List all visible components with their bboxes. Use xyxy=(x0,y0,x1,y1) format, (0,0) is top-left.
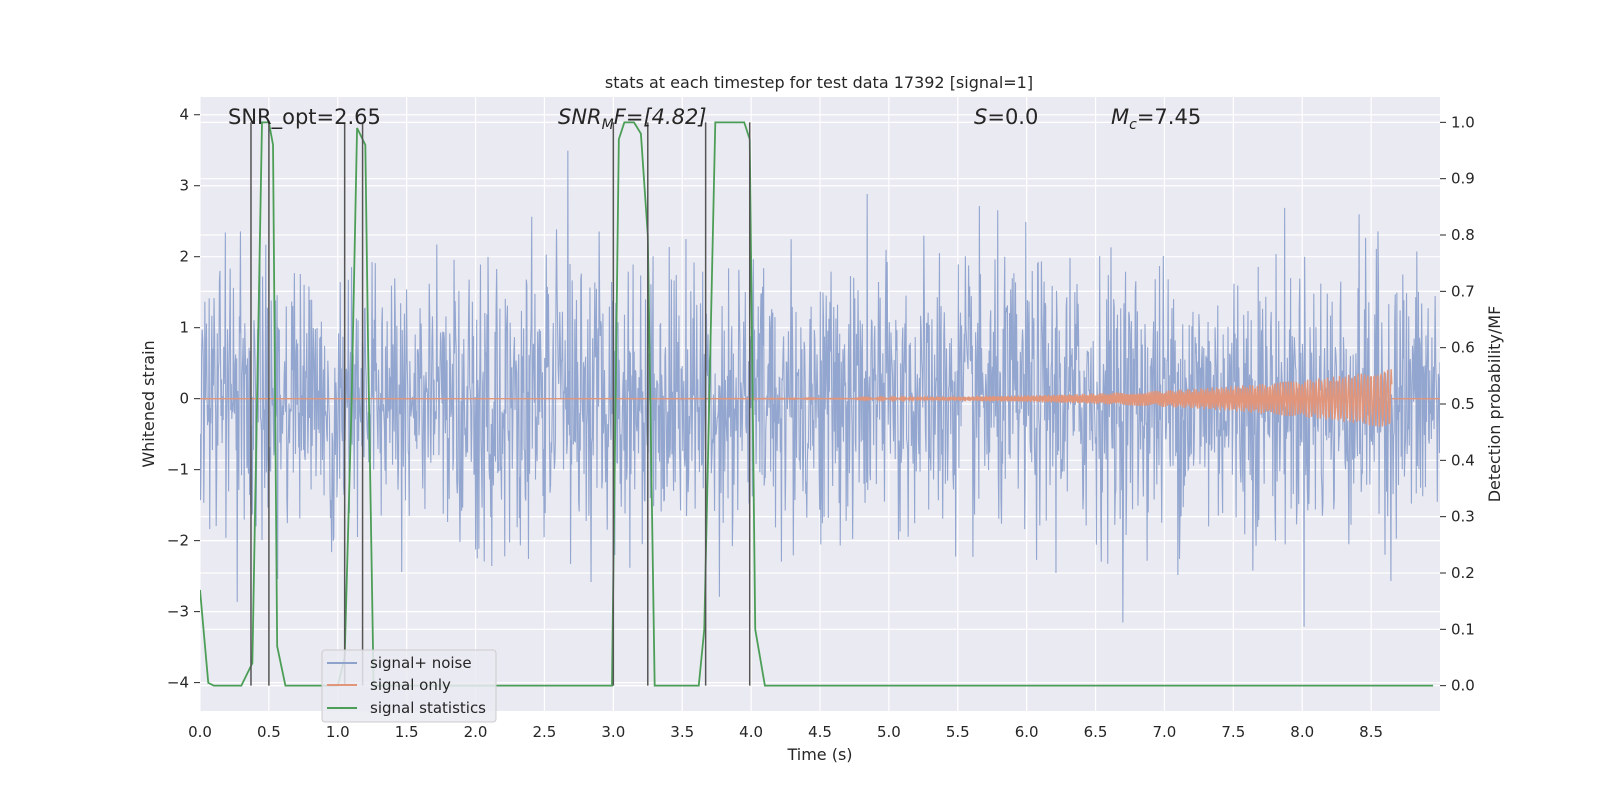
annotation-snr-mf: SNRMF=[4.82] xyxy=(558,105,707,133)
y-left-tick-label: 1 xyxy=(179,319,189,337)
annotation-snr-mf-base: SNR xyxy=(558,105,602,129)
annotation-snr-opt: SNR_opt=2.65 xyxy=(228,105,381,130)
signal-only-line xyxy=(200,369,1393,427)
legend-label-noise: signal+ noise xyxy=(370,654,472,672)
legend-label-signal-only: signal only xyxy=(370,676,451,694)
y-axis-right-label: Detection probability/MF xyxy=(1485,306,1504,503)
x-tick-label: 4.5 xyxy=(808,723,832,741)
y-right-tick-label: 0.7 xyxy=(1451,282,1475,300)
annotation-mc-base: M xyxy=(1111,105,1129,129)
signal-noise-line xyxy=(200,150,1440,627)
y-right-tick-label: 0.0 xyxy=(1451,677,1475,695)
annotation-s-italic: S xyxy=(974,105,987,129)
y-right-tick-label: 0.6 xyxy=(1451,339,1475,357)
y-left-tick-label: 3 xyxy=(179,177,189,195)
y-axis-right-ticks: 1.0 0.9 0.8 0.7 0.6 0.5 0.4 0.3 0.2 0.1 0.0 xyxy=(1440,113,1475,695)
annotation-s: S=0.0 xyxy=(974,105,1038,129)
y-axis-left-label: Whitened strain xyxy=(139,340,158,467)
y-left-tick-label: −1 xyxy=(167,461,189,479)
x-tick-label: 2.5 xyxy=(533,723,557,741)
y-axis-left-ticks: 4 3 2 1 0 −1 −2 −3 −4 xyxy=(167,106,200,692)
x-tick-label: 5.5 xyxy=(946,723,970,741)
annotation-snr-mf-rest: F=[4.82] xyxy=(614,105,707,129)
annotation-mc-sub: c xyxy=(1129,117,1137,133)
chart-title: stats at each timestep for test data 173… xyxy=(605,73,1033,92)
y-right-tick-label: 0.2 xyxy=(1451,564,1475,582)
annotation-mc-rest: =7.45 xyxy=(1137,105,1201,129)
vertical-markers xyxy=(250,122,751,686)
x-tick-label: 1.0 xyxy=(326,723,350,741)
y-right-tick-label: 0.3 xyxy=(1451,508,1475,526)
y-right-tick-label: 1.0 xyxy=(1451,113,1475,131)
annotation-s-value: =0.0 xyxy=(987,105,1038,129)
x-tick-label: 1.5 xyxy=(395,723,419,741)
x-tick-label: 0.0 xyxy=(188,723,212,741)
signal-only-series xyxy=(200,369,1440,427)
x-tick-label: 3.0 xyxy=(601,723,625,741)
x-tick-label: 8.0 xyxy=(1290,723,1314,741)
x-axis-label: Time (s) xyxy=(786,745,852,764)
y-right-tick-label: 0.8 xyxy=(1451,226,1475,244)
x-tick-label: 2.0 xyxy=(464,723,488,741)
x-axis-ticks: 0.0 0.5 1.0 1.5 2.0 2.5 3.0 3.5 4.0 4.5 5.0 5.5 6.0 6… xyxy=(188,723,1383,741)
x-tick-label: 7.5 xyxy=(1221,723,1245,741)
x-tick-label: 4.0 xyxy=(739,723,763,741)
y-right-tick-label: 0.4 xyxy=(1451,451,1475,469)
legend-box xyxy=(321,649,497,723)
x-tick-label: 5.0 xyxy=(877,723,901,741)
annotation-snr-mf-sub: M xyxy=(602,117,614,133)
y-left-tick-label: 2 xyxy=(179,248,189,266)
y-right-tick-label: 0.1 xyxy=(1451,620,1475,638)
x-tick-label: 6.0 xyxy=(1015,723,1039,741)
x-tick-label: 0.5 xyxy=(257,723,281,741)
y-left-tick-label: 4 xyxy=(179,106,189,124)
legend-label-statistics: signal statistics xyxy=(370,699,486,717)
x-tick-label: 6.5 xyxy=(1084,723,1108,741)
signal-noise-series xyxy=(200,150,1440,627)
y-right-tick-label: 0.5 xyxy=(1451,395,1475,413)
y-right-tick-label: 0.9 xyxy=(1451,170,1475,188)
legend: signal+ noise signal only signal statist… xyxy=(321,649,497,723)
x-tick-label: 3.5 xyxy=(670,723,694,741)
y-left-tick-label: −3 xyxy=(167,603,189,621)
x-tick-label: 8.5 xyxy=(1359,723,1383,741)
y-left-tick-label: 0 xyxy=(179,390,189,408)
y-left-tick-label: −4 xyxy=(167,674,189,692)
y-left-tick-label: −2 xyxy=(167,532,189,550)
annotation-mc: Mc=7.45 xyxy=(1111,105,1201,133)
x-tick-label: 7.0 xyxy=(1153,723,1177,741)
